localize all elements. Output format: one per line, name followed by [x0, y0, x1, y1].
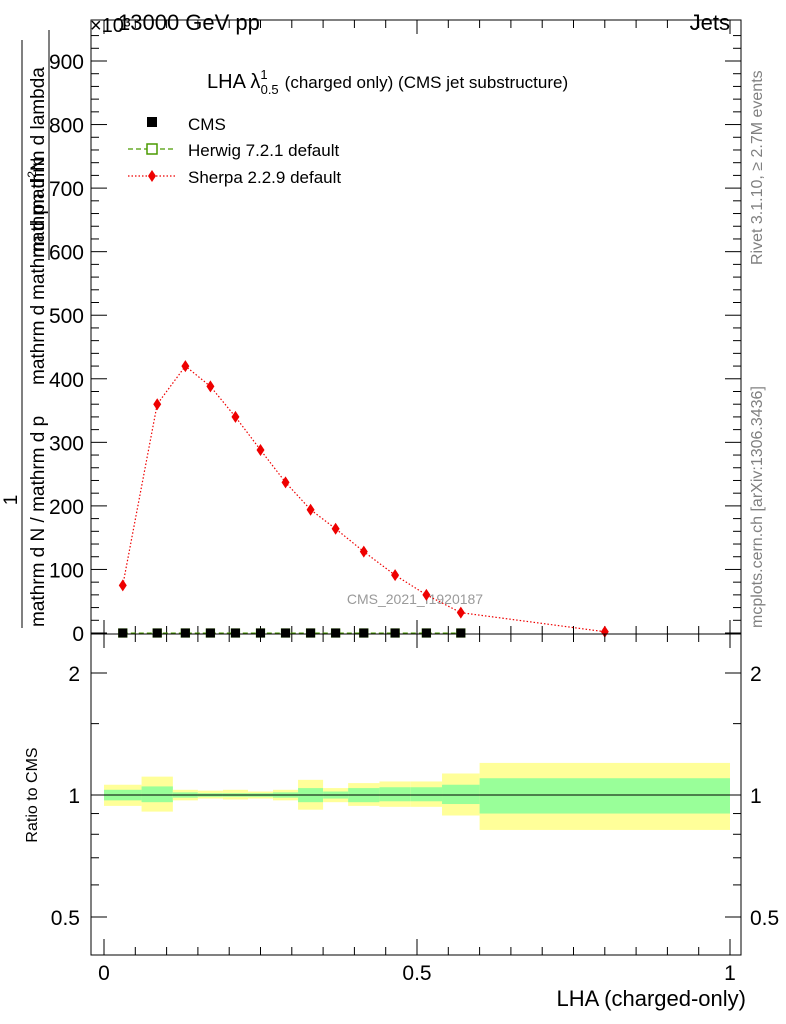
sherpa-point [331, 522, 340, 535]
ratio-band-inner [141, 786, 173, 803]
ratio-xtick-label: 1 [724, 962, 736, 985]
main-data [118, 360, 609, 638]
ratio-ytick-label: 0.5 [51, 907, 80, 930]
y-multiplier: ×10³ [90, 15, 131, 37]
y-label-den1: mathrm d N / mathrm d p [28, 416, 49, 627]
ratio-xtick-label: 0.5 [402, 962, 431, 985]
energy-label: 13000 GeV pp [118, 10, 260, 35]
series-line-sherpa [122, 365, 605, 633]
main-ytick-label: 400 [49, 369, 84, 392]
main-panel: 0 100 200 300 400 500 600 700 800 900 LHA λ1 0.5 (c… [1, 19, 742, 646]
ratio-panel: 0.5 0.51 12 2 0 0.5 1 Ratio to CMS LHA (charg… [24, 633, 779, 1011]
main-ytick-label: 600 [49, 242, 84, 265]
sherpa-point [422, 588, 431, 601]
legend-marker-sherpa [148, 170, 156, 182]
legend-label-cms: CMS [188, 115, 226, 134]
cms-point [456, 628, 466, 638]
cms-point [205, 628, 215, 638]
cms-point [421, 628, 431, 638]
ratio-ytick-label-right: 1 [750, 785, 762, 808]
y-label-mid: mathrm d [28, 305, 49, 385]
ratio-band-inner [442, 784, 480, 805]
cms-point [152, 628, 162, 638]
legend: CMS Herwig 7.2.1 default Sherpa 2.2.9 de… [128, 115, 341, 187]
sherpa-point [600, 625, 609, 638]
main-ytick-label: 800 [49, 115, 84, 138]
main-ytick-label: 200 [49, 496, 84, 519]
cms-point [230, 628, 240, 638]
cms-point [281, 628, 291, 638]
ratio-x-axis: 0 0.5 1 [98, 634, 736, 985]
main-ytick-label: 700 [49, 178, 84, 201]
sherpa-point [359, 545, 368, 558]
y-label-den2-rest: mathrm d lambda [28, 67, 49, 215]
main-ytick-label: 500 [49, 305, 84, 328]
y-label-num2: mathrm d2N [25, 157, 49, 258]
cms-point [180, 628, 190, 638]
sherpa-point [391, 569, 400, 582]
ratio-y-label: Ratio to CMS [24, 747, 41, 842]
ratio-ytick-label: 1 [68, 785, 80, 808]
sherpa-point [306, 503, 315, 516]
mcplots-label: mcplots.cern.ch [arXiv:1306.3436] [749, 386, 766, 628]
ratio-ytick-label-right: 0.5 [750, 907, 779, 930]
cms-point [359, 628, 369, 638]
chart-title: LHA λ1 0.5 (charged only) (CMS jet substru… [207, 67, 568, 97]
ratio-y-axis: 0.5 0.5 1 1 2 2 [51, 663, 779, 930]
process-label: Jets [690, 10, 730, 35]
main-ytick-label: 300 [49, 432, 84, 455]
legend-marker-herwig [146, 143, 158, 155]
sherpa-point [206, 380, 215, 393]
sherpa-point [256, 443, 265, 456]
analysis-watermark: CMS_2021_I1920187 [347, 591, 483, 607]
cms-point [390, 628, 400, 638]
sherpa-point [231, 410, 240, 423]
legend-marker-cms [147, 117, 157, 127]
legend-label-sherpa: Sherpa 2.2.9 default [188, 168, 341, 187]
x-axis-label: LHA (charged-only) [556, 986, 746, 1011]
ratio-band-inner [379, 787, 411, 802]
y-label-num1: 1 [1, 495, 22, 506]
sherpa-point [153, 398, 162, 411]
cms-point [118, 628, 128, 638]
sherpa-point [118, 579, 127, 592]
cms-point [331, 628, 341, 638]
ratio-ytick-label: 2 [68, 663, 80, 686]
legend-label-herwig: Herwig 7.2.1 default [188, 141, 339, 160]
main-frame [90, 19, 742, 635]
sherpa-point [456, 606, 465, 619]
y-label-den2: mathrm d p [28, 204, 49, 300]
ratio-ytick-label-right: 2 [750, 663, 762, 686]
sherpa-point [181, 360, 190, 373]
cms-point [306, 628, 316, 638]
main-ytick-label: 0 [72, 623, 84, 646]
ratio-xtick-label: 0 [98, 962, 110, 985]
main-ytick-label: 100 [49, 559, 84, 582]
sherpa-point [281, 476, 290, 489]
cms-point [256, 628, 265, 638]
y-axis-label: 1 mathrm d N / mathrm d p mathrm d2N mat… [1, 30, 50, 628]
rivet-label: Rivet 3.1.10, ≥ 2.7M events [749, 70, 766, 265]
ratio-band-inner [410, 787, 443, 802]
main-x-axis [103, 20, 731, 634]
ratio-band-inner [479, 778, 730, 814]
main-y-axis: 0 100 200 300 400 500 600 700 800 900 [49, 35, 741, 646]
ratio-bands [104, 762, 730, 830]
main-ytick-label: 900 [49, 51, 84, 74]
